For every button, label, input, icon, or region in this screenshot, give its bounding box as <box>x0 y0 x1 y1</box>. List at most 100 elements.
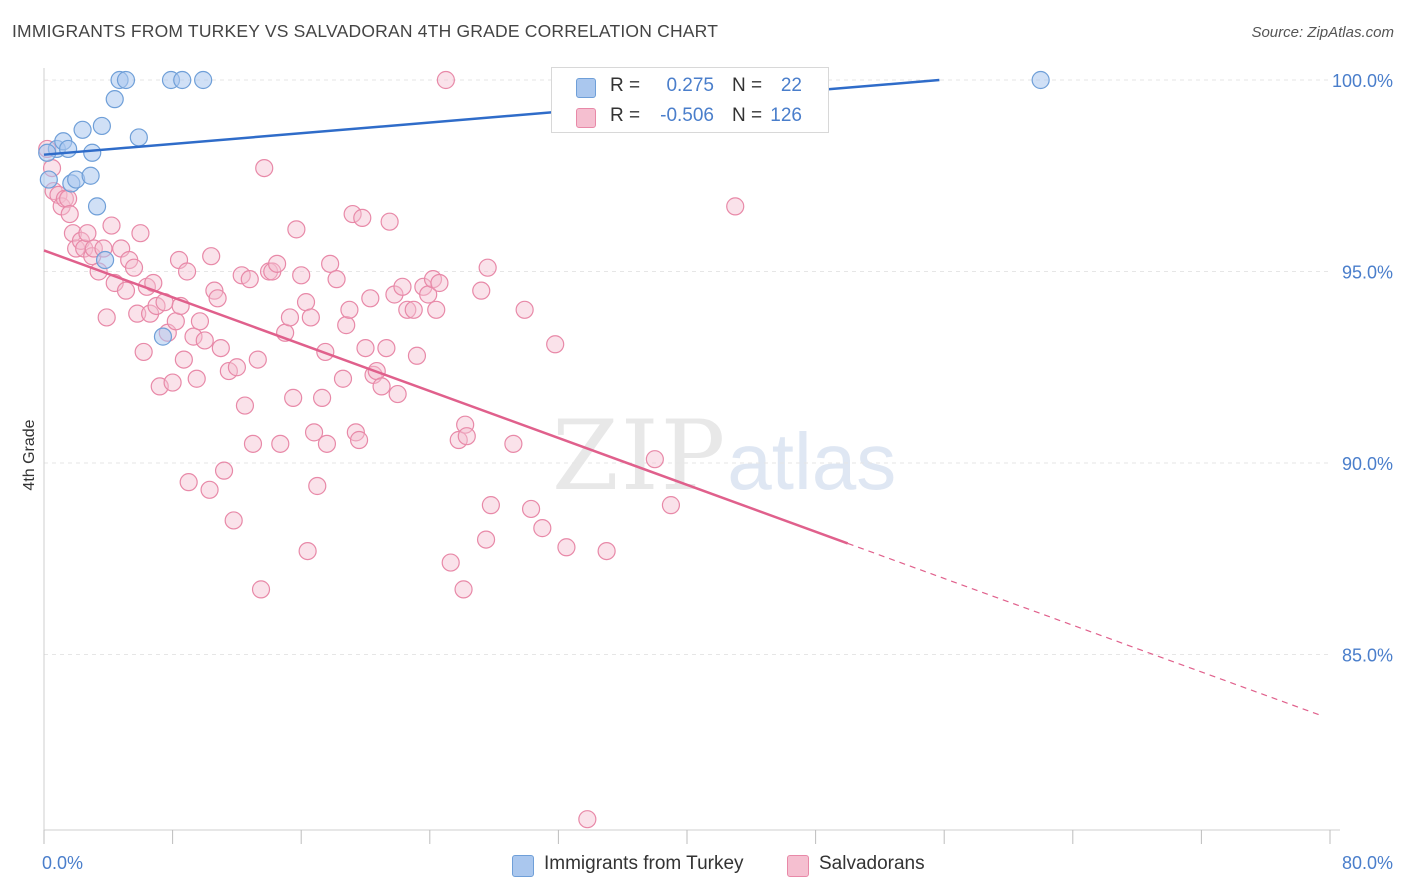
salvadoran-point <box>308 476 327 496</box>
axes <box>43 68 1340 844</box>
salvadoran-point <box>476 530 496 549</box>
salvadoran-point <box>284 388 303 407</box>
salvadoran-point <box>312 388 332 407</box>
salvadoran-point <box>661 496 681 515</box>
source-label[interactable]: Source: ZipAtlas.com <box>1251 24 1394 41</box>
turkey-point <box>95 250 115 270</box>
salvadoran-point <box>349 430 369 450</box>
salvadoran-point <box>546 335 565 354</box>
salvadoran-point <box>427 300 446 319</box>
salvadorans-swatch <box>787 855 809 877</box>
legend-n-label: N = <box>732 75 763 96</box>
salvadoran-point <box>211 339 230 358</box>
salvadoran-point <box>380 212 399 231</box>
salvadoran-point <box>321 254 340 273</box>
x-tick-label: 0.0% <box>42 853 83 873</box>
salvadoran-point <box>333 369 353 388</box>
salvadoran-point <box>163 373 182 392</box>
salvadoran-point <box>177 262 197 281</box>
trend-lines <box>43 78 1323 717</box>
turkey-point <box>87 197 107 216</box>
salvadoran-point <box>102 216 121 235</box>
salvadoran-point <box>404 300 423 319</box>
salvadoran-point <box>292 266 311 285</box>
salvadoran-point <box>388 384 407 404</box>
turkey-point <box>73 120 92 139</box>
salvadoran-point <box>271 434 290 453</box>
salvadoran-point <box>337 316 356 335</box>
salvadoran-point <box>200 480 219 499</box>
salvadoran-point <box>353 208 372 227</box>
salvadoran-point <box>131 224 150 243</box>
salvadoran-point <box>515 300 534 319</box>
salvadoran-point <box>214 461 234 480</box>
turkey-swatch <box>576 78 596 98</box>
salvadoran-point <box>504 434 523 453</box>
salvadoran-point <box>377 339 396 358</box>
salvadoran-point <box>356 339 375 358</box>
legend-r-value: -0.506 <box>660 105 714 126</box>
turkey-point <box>129 128 148 147</box>
salvadoran-point <box>280 308 300 327</box>
turkey-points <box>38 70 1050 346</box>
salvadoran-point <box>472 281 491 300</box>
correlation-legend: R = 0.275 N = 22 R = -0.506 N = 126 <box>551 67 829 133</box>
watermark: ZIPatlas <box>552 400 896 512</box>
series-legend: Immigrants from Turkey Salvadorans <box>0 850 1406 880</box>
turkey-swatch <box>512 855 534 877</box>
salvadoran-point <box>202 247 221 266</box>
tick-labels: 85.0% 90.0% 95.0% 100.0% 0.0% 80.0% 4th Grade <box>21 71 1393 873</box>
salvadoran-trend-extension <box>847 542 1323 717</box>
salvadoran-point <box>521 499 541 519</box>
salvadoran-point <box>187 369 206 388</box>
y-tick-label: 95.0% <box>1342 263 1393 283</box>
salvadoran-point <box>78 224 97 243</box>
y-tick-label: 90.0% <box>1342 454 1393 474</box>
salvadoran-point <box>224 511 243 530</box>
salvadoran-point <box>454 580 473 599</box>
salvadoran-point <box>372 377 391 396</box>
y-tick-label: 100.0% <box>1332 71 1393 91</box>
turkey-point <box>1031 70 1050 90</box>
turkey-point <box>153 327 173 346</box>
legend-row-turkey: R = 0.275 N = 22 <box>552 70 828 102</box>
chart-title: IMMIGRANTS FROM TURKEY VS SALVADORAN 4TH… <box>12 21 719 41</box>
salvadoran-point <box>179 473 198 492</box>
salvadoran-point <box>116 281 136 300</box>
salvadoran-point <box>208 289 227 308</box>
turkey-point <box>92 116 111 136</box>
salvadoran-point <box>441 553 460 572</box>
salvadoran-point <box>97 308 116 327</box>
legend-r-label: R = <box>610 75 641 96</box>
salvadoran-point <box>343 204 362 224</box>
legend-r-label: R = <box>610 105 641 126</box>
turkey-point <box>105 90 124 109</box>
salvadoran-point <box>240 270 259 289</box>
x-tick-label: 80.0% <box>1342 853 1393 873</box>
salvadoran-point <box>430 273 449 293</box>
legend-r-value: 0.275 <box>666 75 714 96</box>
salvadoran-point <box>457 427 476 446</box>
turkey-point <box>59 139 78 159</box>
turkey-point <box>39 170 58 189</box>
salvadoran-point <box>301 308 320 327</box>
salvadoran-point <box>298 541 317 561</box>
salvadoran-point <box>726 197 745 216</box>
y-tick-label: 85.0% <box>1342 646 1393 666</box>
turkey-point <box>81 166 100 185</box>
salvadoran-point <box>361 289 380 308</box>
salvadoran-point <box>340 300 359 319</box>
salvadoran-point <box>398 300 417 319</box>
salvadoran-point <box>255 158 274 178</box>
salvadoran-trend-line <box>43 249 849 545</box>
legend-row-salvadorans: R = -0.506 N = 126 <box>552 100 828 132</box>
salvadoran-point <box>124 258 144 277</box>
legend-n-value: 126 <box>770 105 802 126</box>
salvadoran-point <box>267 254 287 273</box>
salvadoran-point <box>407 346 427 365</box>
salvadoran-point <box>243 434 263 453</box>
salvadoran-point <box>235 396 255 415</box>
salvadoran-point <box>128 304 147 323</box>
salvadoran-point <box>251 580 271 599</box>
